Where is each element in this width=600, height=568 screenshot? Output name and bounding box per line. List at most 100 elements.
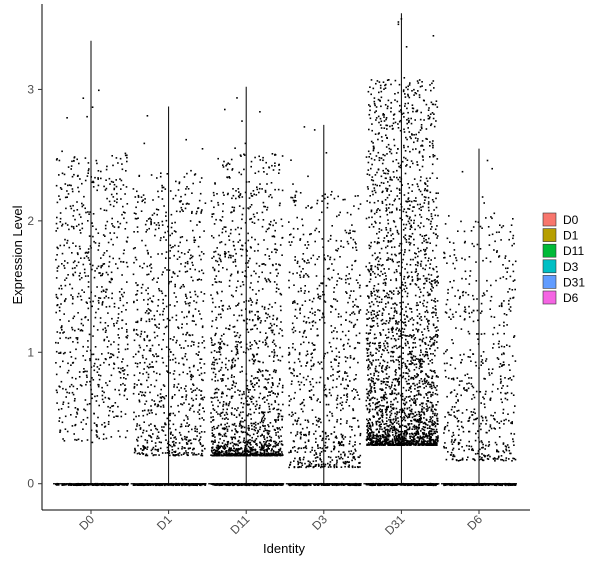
data-point-D1 (176, 386, 178, 389)
data-point-D1 (162, 404, 165, 407)
data-point-D1 (146, 273, 148, 276)
data-point-D1 (167, 371, 169, 373)
data-point-D3 (338, 450, 340, 453)
data-point-D0 (58, 159, 61, 162)
data-point-D1 (197, 453, 200, 455)
data-point-D0 (111, 155, 113, 157)
data-point-D11 (222, 392, 224, 395)
data-point-D3 (349, 277, 352, 280)
data-point-D1 (164, 434, 167, 436)
data-point-D0 (85, 383, 87, 386)
data-point-D11 (257, 243, 260, 246)
data-point-D0 (100, 274, 102, 277)
data-point-D3 (289, 244, 292, 246)
data-point-D1 (163, 333, 165, 335)
data-point-D11 (267, 454, 269, 457)
data-point-D3 (301, 258, 304, 260)
data-point-D1 (161, 429, 163, 431)
data-point-D3 (345, 422, 348, 424)
data-point-D1 (144, 391, 147, 394)
data-point-D0 (101, 264, 104, 267)
data-point-D0 (87, 257, 90, 259)
data-point-D1 (190, 256, 193, 259)
data-point-D0 (72, 393, 75, 396)
data-point-D1 (164, 295, 167, 297)
data-point-D11 (216, 444, 219, 447)
data-point-D1 (147, 409, 150, 412)
data-point-D0-outlier (98, 89, 100, 92)
data-point-D3 (297, 447, 300, 450)
data-point-D11 (229, 450, 232, 452)
data-point-D1 (165, 211, 167, 214)
data-point-D0-zero (97, 483, 100, 486)
data-point-D11 (212, 404, 214, 407)
data-point-D3 (326, 351, 329, 354)
data-point-D3 (355, 389, 357, 391)
data-point-D11 (281, 426, 283, 429)
data-point-D3 (358, 398, 361, 400)
data-point-D11 (214, 439, 216, 442)
data-point-D11 (250, 282, 252, 284)
data-point-D11 (238, 205, 241, 207)
data-point-D1 (170, 246, 173, 249)
data-point-D11 (254, 454, 256, 457)
data-point-D11 (258, 385, 260, 388)
data-point-D3 (346, 375, 349, 377)
data-point-D3 (344, 334, 347, 337)
data-point-D11-zero (270, 484, 272, 486)
data-point-D1 (181, 448, 183, 450)
data-point-D1 (183, 387, 186, 390)
data-point-D11 (240, 314, 243, 317)
data-point-D1 (160, 172, 162, 174)
data-point-D11 (246, 443, 249, 446)
data-point-D11 (247, 439, 250, 442)
data-point-D0 (61, 252, 64, 255)
data-point-D11-zero (267, 484, 269, 486)
data-point-D11 (219, 342, 222, 344)
data-point-D11 (231, 454, 234, 457)
data-point-D1 (179, 425, 182, 428)
data-point-D0 (96, 329, 99, 331)
data-point-D11 (228, 359, 230, 362)
data-point-D0 (105, 209, 108, 212)
data-point-D3 (314, 311, 316, 313)
data-point-D3 (351, 466, 354, 468)
data-point-D1 (198, 413, 201, 415)
data-point-D0 (112, 410, 114, 413)
data-point-D0 (67, 193, 70, 195)
data-point-D3 (340, 456, 342, 459)
data-point-D11 (214, 396, 216, 399)
data-point-D11 (238, 233, 241, 236)
data-point-D0 (57, 342, 59, 344)
data-point-D0 (125, 323, 127, 325)
data-point-D1 (161, 190, 163, 192)
data-point-D1 (135, 258, 138, 261)
data-point-D11 (260, 449, 262, 451)
data-point-D0 (102, 301, 104, 303)
data-point-D11 (235, 265, 237, 267)
data-point-D0 (80, 318, 83, 321)
data-point-D11 (249, 453, 252, 456)
data-point-D11 (232, 445, 235, 447)
data-point-D11-zero (273, 483, 276, 486)
data-point-D1-zero (137, 484, 140, 486)
data-point-D11 (238, 196, 241, 199)
data-point-D1 (192, 314, 194, 317)
data-point-D11 (280, 415, 283, 418)
data-point-D1 (153, 385, 156, 388)
data-point-D0 (91, 441, 94, 444)
data-point-D0 (59, 221, 62, 223)
data-point-D0 (95, 311, 97, 314)
data-point-D3 (330, 311, 332, 313)
data-point-D11 (222, 164, 224, 166)
data-point-D0 (121, 361, 123, 363)
data-point-D0 (64, 238, 66, 241)
data-point-D11 (212, 213, 215, 215)
data-point-D11 (228, 448, 230, 451)
data-point-D11 (268, 374, 271, 376)
data-point-D1 (136, 452, 139, 455)
data-point-D3 (294, 391, 296, 394)
data-point-D1 (153, 277, 155, 280)
data-point-D1 (139, 453, 141, 455)
data-point-D1 (132, 392, 135, 395)
